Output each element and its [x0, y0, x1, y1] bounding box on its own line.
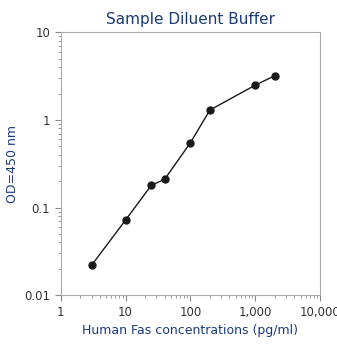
Title: Sample Diluent Buffer: Sample Diluent Buffer	[106, 12, 275, 27]
X-axis label: Human Fas concentrations (pg/ml): Human Fas concentrations (pg/ml)	[83, 324, 298, 337]
Y-axis label: OD=450 nm: OD=450 nm	[6, 125, 19, 203]
